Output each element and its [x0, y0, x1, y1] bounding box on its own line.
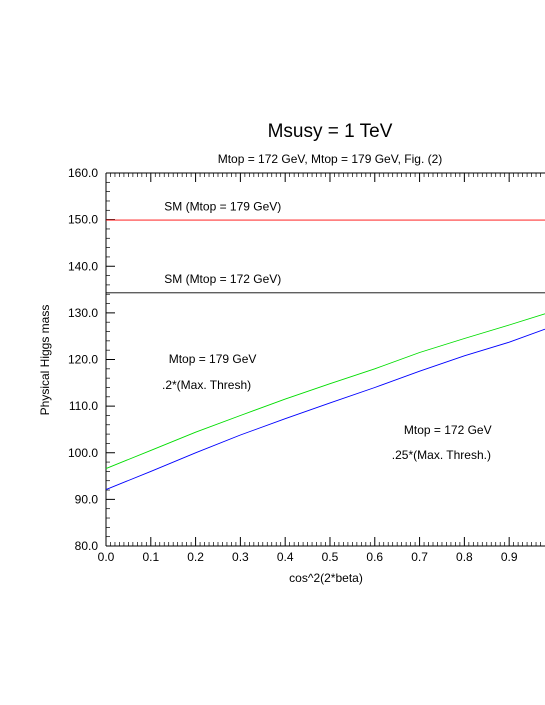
x-tick-label: 0.0 — [98, 550, 115, 564]
y-tick-label: 130.0 — [68, 306, 98, 320]
x-tick-label: 0.6 — [366, 550, 383, 564]
y-tick-label: 150.0 — [68, 213, 98, 227]
annotation-1: SM (Mtop = 179 GeV) — [164, 199, 281, 213]
y-tick-label: 100.0 — [68, 446, 98, 460]
chart-subtitle: Mtop = 172 GeV, Mtop = 179 GeV, Fig. (2) — [218, 152, 443, 166]
chart-title: Msusy = 1 TeV — [268, 121, 393, 142]
x-tick-label: 0.7 — [411, 550, 428, 564]
x-tick-label: 0.3 — [232, 550, 249, 564]
y-tick-label: 160.0 — [68, 166, 98, 180]
annotation-3: Mtop = 179 GeV — [169, 352, 257, 366]
series-line-3 — [105, 313, 545, 470]
series-line-4 — [105, 328, 545, 491]
y-tick-label: 140.0 — [68, 259, 98, 273]
axis-ticks: 0.0 0.1 0.2 0.3 0.4 0.5 0.6 0.7 0.8 0.9 80.0 90.0 10… — [68, 166, 541, 564]
x-tick-label: 0.4 — [277, 550, 294, 564]
series-group — [105, 219, 545, 491]
x-tick-label: 0.5 — [322, 550, 339, 564]
annotation-6: .25*(Max. Thresh.) — [392, 448, 491, 462]
annotation-2: SM (Mtop = 172 GeV) — [164, 272, 281, 286]
y-tick-label: 110.0 — [69, 399, 98, 413]
y-axis-label: Physical Higgs mass — [38, 305, 52, 416]
x-tick-label: 0.1 — [142, 550, 159, 564]
x-tick-label: 0.9 — [501, 550, 518, 564]
annotation-5: Mtop = 172 GeV — [404, 423, 492, 437]
y-tick-label: 80.0 — [75, 539, 99, 553]
annotation-4: .2*(Max. Thresh) — [162, 378, 251, 392]
x-axis-label: cos^2(2*beta) — [289, 571, 363, 585]
y-tick-label: 90.0 — [75, 492, 99, 506]
x-tick-label: 0.8 — [456, 550, 473, 564]
annotations: SM (Mtop = 179 GeV) SM (Mtop = 172 GeV) Mt… — [162, 199, 492, 462]
x-tick-label: 0.2 — [187, 550, 204, 564]
y-tick-label: 120.0 — [68, 353, 98, 367]
